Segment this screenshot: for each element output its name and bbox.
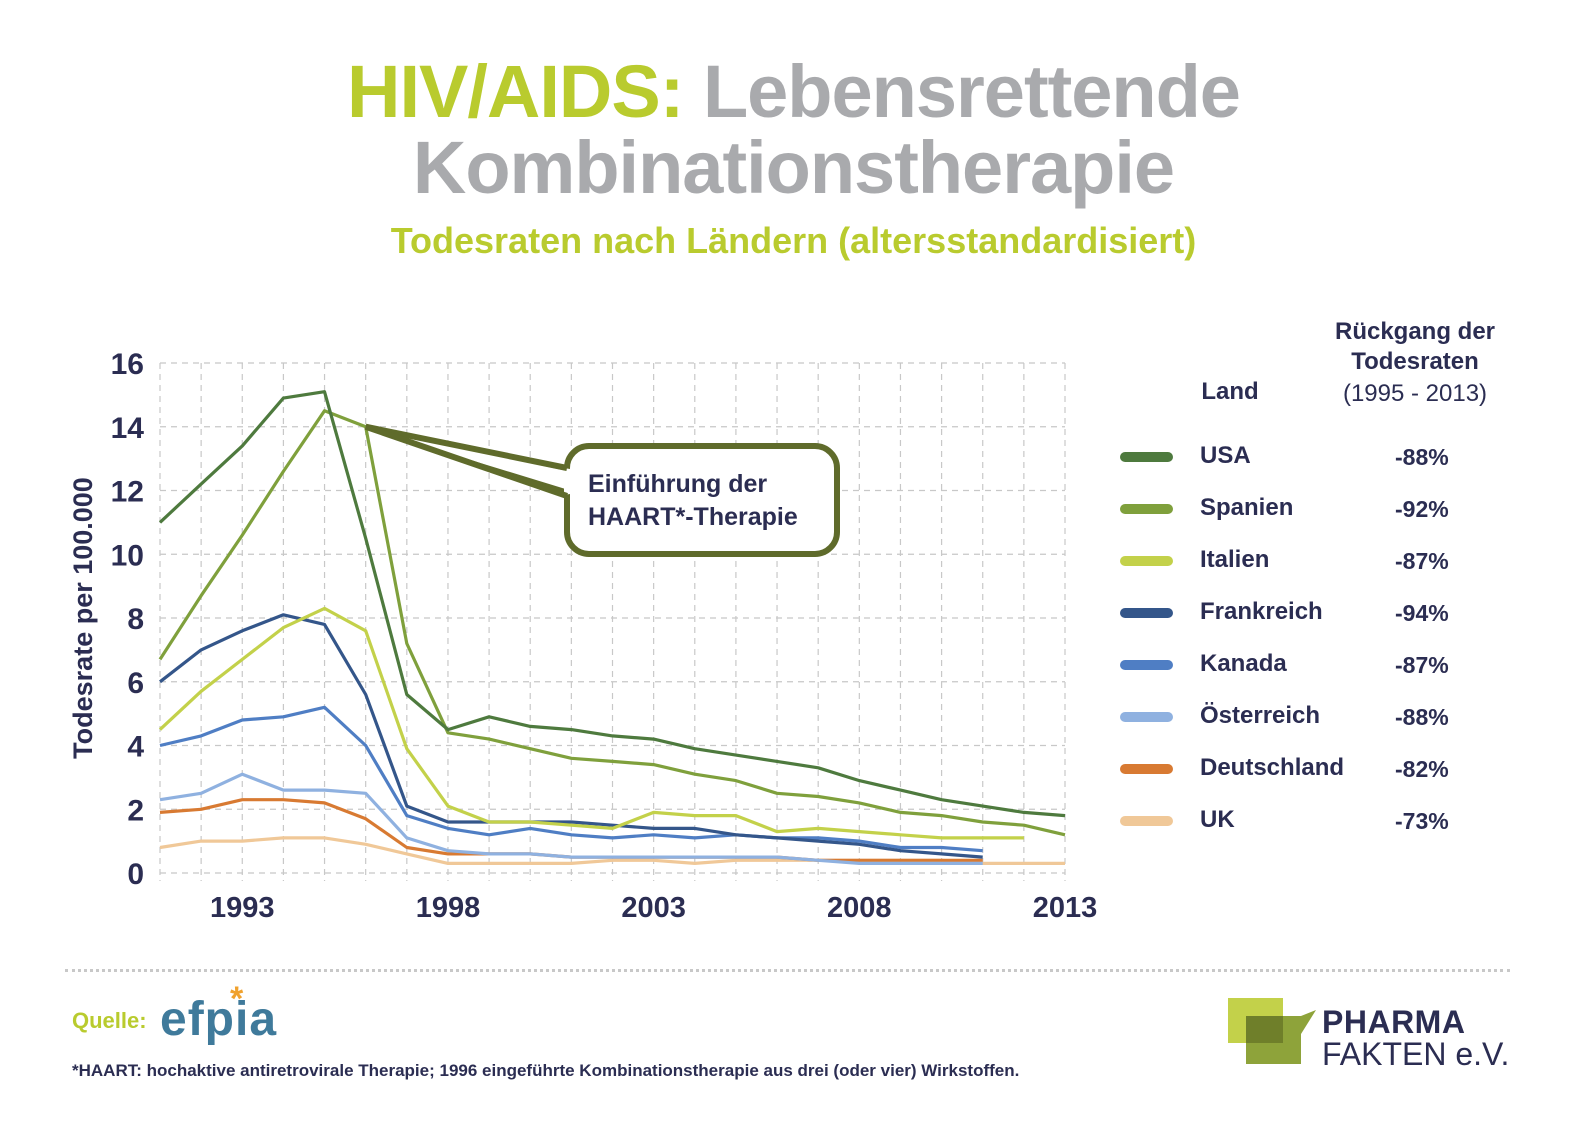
series-line-spanien: [158, 409, 1066, 837]
y-tick-label: 12: [111, 476, 144, 509]
legend-decline: -92%: [1395, 496, 1449, 522]
legend-item: Deutschland -82%: [1120, 754, 1480, 784]
legend-col-decline-1: Rückgang der: [1334, 318, 1496, 345]
legend-item: Spanien -92%: [1120, 494, 1480, 524]
legend-country: Frankreich: [1200, 598, 1323, 625]
x-tick-label: 2008: [827, 892, 892, 924]
legend-swatch: [1120, 660, 1173, 670]
chart-subtitle: Todesraten nach Ländern (altersstandardi…: [390, 220, 1197, 261]
legend-decline: -73%: [1395, 808, 1449, 834]
y-tick-label: 14: [111, 412, 145, 445]
legend-country: USA: [1200, 442, 1251, 469]
legend-item: UK -73%: [1120, 806, 1480, 836]
haart-callout: [364, 423, 840, 557]
efpia-logo: efpia: [160, 993, 278, 1046]
legend-item: Italien -87%: [1120, 546, 1480, 576]
y-tick-label: 8: [127, 603, 144, 636]
x-axis-ticks: 1993 1998 2003 2008 2013: [210, 892, 1097, 924]
legend-decline: -87%: [1395, 652, 1449, 678]
y-tick-label: 2: [127, 794, 144, 827]
legend-swatch: [1120, 816, 1173, 826]
legend-country: Spanien: [1200, 494, 1294, 521]
callout-line2: HAART*-Therapie: [588, 503, 798, 531]
y-tick-label: 4: [127, 731, 144, 764]
chart-series: [158, 390, 1066, 866]
legend-swatch: [1120, 556, 1173, 566]
legend-country: Kanada: [1200, 650, 1287, 677]
legend-swatch: [1120, 504, 1173, 514]
efpia-star-icon: *: [230, 980, 244, 1018]
legend-swatch: [1120, 764, 1173, 774]
y-tick-label: 16: [111, 348, 144, 381]
callout-joint: [564, 468, 576, 495]
legend-swatch: [1120, 608, 1173, 618]
callout-pointer-edge-top: [365, 423, 568, 471]
legend-item: Frankreich -94%: [1120, 598, 1480, 628]
brand-line2: FAKTEN e.V.: [1322, 1036, 1510, 1072]
legend-country: Deutschland: [1200, 754, 1345, 781]
callout-text: Einführung der HAART*-Therapie: [588, 468, 798, 534]
page-title-line2: Kombinationstherapie: [412, 126, 1175, 209]
legend-item: Kanada -87%: [1120, 650, 1480, 680]
series-line-italien: [158, 606, 1024, 840]
callout-box: [564, 443, 840, 557]
legend-country: Italien: [1200, 546, 1270, 573]
y-tick-label: 0: [127, 858, 144, 891]
legend-decline: -94%: [1395, 600, 1449, 626]
x-tick-label: 2003: [621, 892, 686, 924]
page-title: HIV/AIDS: Lebensrettende: [0, 52, 1587, 132]
legend-decline: -82%: [1395, 756, 1449, 782]
callout-pointer-edge-bottom: [364, 423, 568, 499]
y-tick-label: 6: [127, 667, 144, 700]
legend-swatch: [1120, 452, 1173, 462]
footnote: *HAART: hochaktive antiretrovirale Thera…: [72, 1061, 1020, 1080]
legend-col-period: (1995 - 2013): [1342, 380, 1488, 407]
legend-decline: -88%: [1395, 444, 1449, 470]
legend-country: Österreich: [1200, 702, 1321, 729]
title-highlight: HIV/AIDS:: [347, 50, 684, 133]
y-axis-label: Todesrate per 100.000: [68, 477, 98, 759]
legend-decline: -87%: [1395, 548, 1449, 574]
brand-line1: PHARMA: [1322, 1004, 1466, 1040]
x-tick-label: 1993: [210, 892, 275, 924]
x-tick-label: 1998: [416, 892, 481, 924]
legend-decline: -88%: [1395, 704, 1449, 730]
title-rest: Lebensrettende: [702, 50, 1241, 133]
series-line-österreich: [159, 772, 983, 866]
footer-divider: [65, 969, 1510, 972]
legend-col-land: Land: [1201, 378, 1259, 405]
pharma-fakten-logo-icon: [1228, 998, 1316, 1064]
source-label: Quelle:: [72, 1008, 147, 1033]
legend-country: UK: [1200, 806, 1235, 833]
chart-grid: [159, 362, 1066, 881]
y-axis-ticks: 0 2 4 6 8 10 12 14 16: [111, 348, 145, 891]
legend-item: Österreich -88%: [1120, 702, 1480, 732]
legend-item: USA -88%: [1120, 442, 1480, 472]
series-line-kanada: [159, 705, 983, 853]
x-tick-label: 2013: [1033, 892, 1098, 924]
legend-swatch: [1120, 712, 1173, 722]
series-line-frankreich: [159, 613, 983, 859]
legend-col-decline-2: Todesraten: [1351, 348, 1479, 375]
callout-line1: Einführung der: [588, 470, 768, 498]
series-line-usa: [158, 390, 1066, 818]
y-tick-label: 10: [111, 539, 144, 572]
